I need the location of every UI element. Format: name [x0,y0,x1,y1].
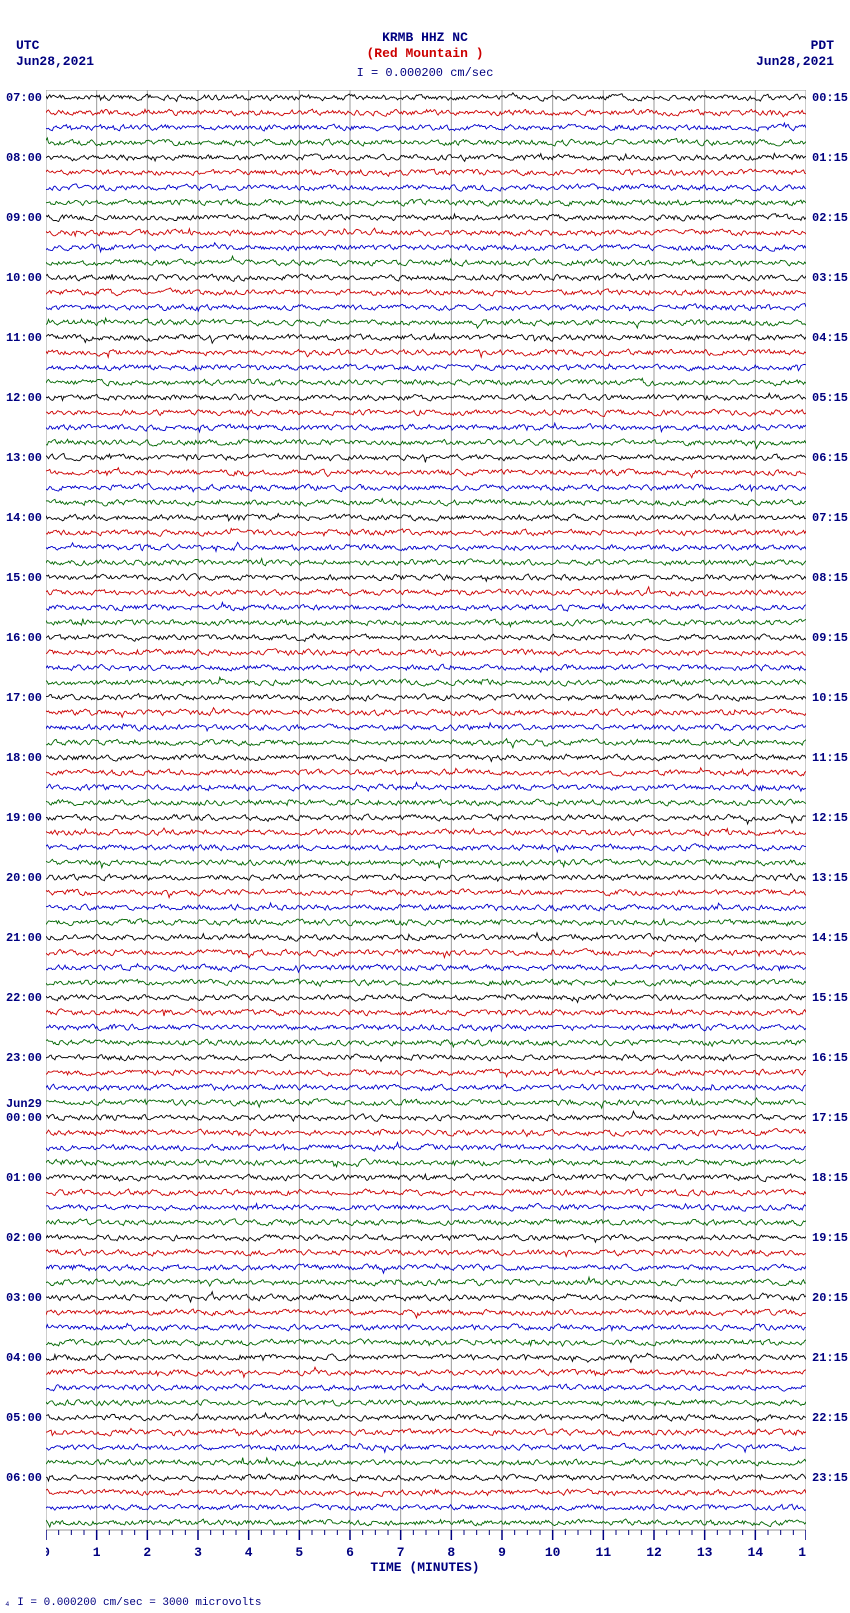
left-tz-label: UTC [16,38,39,53]
utc-hour-label: 22:00 [6,991,42,1005]
utc-hour-label: 03:00 [6,1291,42,1305]
utc-hour-label: 00:00 [6,1111,42,1125]
utc-hour-label: 09:00 [6,211,42,225]
right-date-label: Jun28,2021 [756,54,834,69]
svg-text:1: 1 [93,1545,101,1560]
scale-bar-icon: I [357,66,364,80]
utc-hour-label: 23:00 [6,1051,42,1065]
svg-text:9: 9 [498,1545,506,1560]
pdt-hour-label: 10:15 [812,691,848,705]
svg-text:11: 11 [596,1545,612,1560]
utc-day-change-label: Jun29 [6,1097,42,1111]
utc-hour-label: 21:00 [6,931,42,945]
pdt-hour-label: 01:15 [812,151,848,165]
right-tz-label: PDT [811,38,834,53]
pdt-hour-label: 16:15 [812,1051,848,1065]
utc-hour-label: 01:00 [6,1171,42,1185]
utc-hour-label: 17:00 [6,691,42,705]
seismogram-panel: KRMB HHZ NC (Red Mountain ) I = 0.000200… [0,0,850,1613]
footer-scale-text: = 0.000200 cm/sec = 3000 microvolts [30,1597,261,1609]
pdt-hour-label: 18:15 [812,1171,848,1185]
utc-hour-label: 07:00 [6,91,42,105]
utc-hour-label: 16:00 [6,631,42,645]
utc-hour-label: 02:00 [6,1231,42,1245]
svg-text:10: 10 [545,1545,561,1560]
pdt-hour-label: 05:15 [812,391,848,405]
pdt-hour-label: 04:15 [812,331,848,345]
svg-text:6: 6 [346,1545,354,1560]
pdt-hour-label: 17:15 [812,1111,848,1125]
pdt-hour-label: 02:15 [812,211,848,225]
utc-hour-label: 08:00 [6,151,42,165]
svg-text:8: 8 [447,1545,455,1560]
pdt-hour-label: 03:15 [812,271,848,285]
pdt-hour-label: 14:15 [812,931,848,945]
svg-text:14: 14 [748,1545,764,1560]
pdt-hour-label: 13:15 [812,871,848,885]
utc-hour-label: 04:00 [6,1351,42,1365]
x-axis-label: TIME (MINUTES) [0,1560,850,1575]
svg-text:15: 15 [798,1545,806,1560]
utc-hour-label: 15:00 [6,571,42,585]
pdt-hour-label: 06:15 [812,451,848,465]
utc-hour-label: 06:00 [6,1471,42,1485]
left-date-label: Jun28,2021 [16,54,94,69]
utc-hour-label: 13:00 [6,451,42,465]
utc-hour-label: 18:00 [6,751,42,765]
station-title: KRMB HHZ NC [0,30,850,45]
utc-hour-label: 19:00 [6,811,42,825]
pdt-hour-label: 15:15 [812,991,848,1005]
utc-hour-label: 05:00 [6,1411,42,1425]
utc-hour-label: 14:00 [6,511,42,525]
utc-hour-label: 11:00 [6,331,42,345]
svg-text:7: 7 [397,1545,405,1560]
svg-text:13: 13 [697,1545,713,1560]
pdt-hour-label: 12:15 [812,811,848,825]
pdt-hour-label: 08:15 [812,571,848,585]
pdt-hour-label: 09:15 [812,631,848,645]
utc-hour-label: 20:00 [6,871,42,885]
pdt-hour-label: 00:15 [812,91,848,105]
pdt-hour-label: 11:15 [812,751,848,765]
pdt-hour-label: 07:15 [812,511,848,525]
svg-text:4: 4 [245,1545,253,1560]
svg-text:12: 12 [646,1545,662,1560]
footer-scale: ₄ I = 0.000200 cm/sec = 3000 microvolts [4,1597,261,1609]
pdt-hour-label: 20:15 [812,1291,848,1305]
pdt-hour-label: 23:15 [812,1471,848,1485]
station-subtitle: (Red Mountain ) [0,46,850,61]
footer-scale-icon: ₄ I [4,1597,30,1609]
svg-text:5: 5 [295,1545,303,1560]
plot-area: 0123456789101112131415 [46,90,806,1530]
scale-value: = 0.000200 cm/sec [371,66,493,80]
pdt-hour-label: 22:15 [812,1411,848,1425]
svg-text:3: 3 [194,1545,202,1560]
utc-hour-label: 12:00 [6,391,42,405]
pdt-hour-label: 19:15 [812,1231,848,1245]
svg-text:0: 0 [46,1545,50,1560]
seismogram-svg: 0123456789101112131415 [46,90,806,1570]
utc-hour-label: 10:00 [6,271,42,285]
pdt-hour-label: 21:15 [812,1351,848,1365]
scale-text: I = 0.000200 cm/sec [0,66,850,80]
svg-text:2: 2 [143,1545,151,1560]
